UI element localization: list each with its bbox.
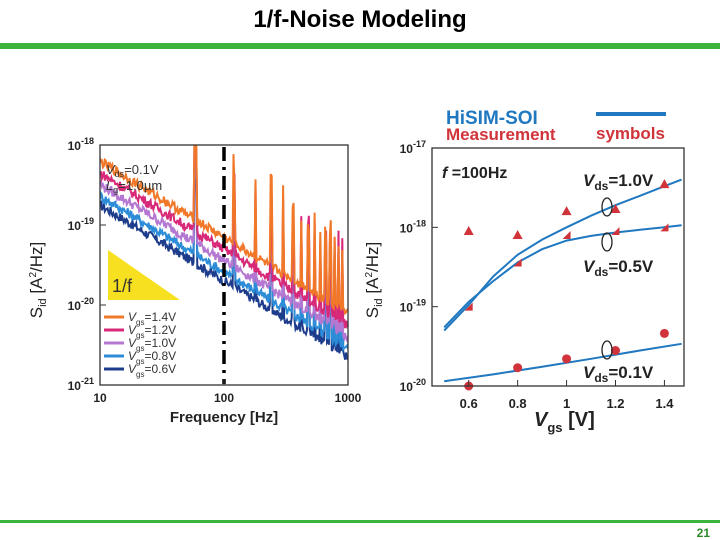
legend-entry-label: Vgs=0.6V (128, 362, 176, 379)
right-y-tick-label: 10-18 (400, 218, 426, 235)
measurement-point (561, 206, 572, 216)
legend-entry-label: Vgs=0.8V (128, 349, 176, 366)
slope-triangle (108, 250, 180, 300)
left-y-tick-label: 10-18 (68, 136, 94, 153)
left-y-tick-label: 10-19 (68, 216, 94, 233)
legend-entry-label: Vgs=1.2V (128, 323, 176, 340)
measurement-point (562, 354, 572, 364)
right-plot-frame (431, 147, 685, 387)
vds-group-label: Vds=0.5V (583, 257, 654, 279)
right-y-tick-label: 10-19 (400, 298, 426, 315)
slide-title: 1/f-Noise Modeling (253, 6, 467, 33)
left-x-tick-label: 1000 (335, 391, 362, 405)
left-y-tick-label: 10-21 (68, 376, 94, 393)
frequency-annotation: f =100Hz (442, 165, 507, 182)
group-indicator-ellipse (601, 232, 613, 252)
measurement-point (513, 258, 522, 267)
right-y-axis-label: Sid [A2/Hz] (363, 242, 385, 319)
title-underline-bar (0, 43, 720, 49)
measurement-point (610, 204, 621, 214)
legend-entry-label: Vgs=1.0V (128, 336, 176, 353)
left-noise-spectrum-chart: 10-18 10-19 10-20 10-21 10 100 1000 Frequency… (27, 136, 362, 426)
left-y-axis-label: Sid [A2/Hz] (27, 242, 49, 319)
measurement-point (464, 302, 473, 311)
left-y-tick-label: 10-20 (68, 296, 94, 313)
right-x-tick-label: 1 (563, 396, 570, 411)
vds-annotation: Vds=0.1V (106, 162, 159, 179)
right-x-tick-label: 0.8 (509, 396, 527, 411)
right-x-tick-label: 1.4 (655, 396, 674, 411)
measurement-point (512, 230, 523, 240)
measurement-point (463, 225, 474, 235)
legend-measurement-label: Measurement (446, 125, 556, 144)
group-indicator-ellipse (601, 340, 613, 360)
model-curve (443, 224, 682, 328)
lg-annotation: Lg=1.0µm (106, 178, 162, 195)
measurement-point (513, 363, 523, 373)
slope-label: 1/f (112, 276, 133, 296)
legend-symbols-label: symbols (596, 124, 665, 143)
footer-bar (0, 520, 720, 523)
left-x-tick-label: 10 (93, 391, 107, 405)
measurement-point (610, 346, 620, 356)
right-vgs-dependence-chart: HiSIM-SOI Measurement symbols 10-17 10-18… (363, 108, 685, 435)
page-number: 21 (696, 526, 710, 540)
vds-group-label: Vds=1.0V (583, 171, 654, 193)
left-x-axis-label: Frequency [Hz] (170, 409, 278, 426)
vds-group-label: Vds=0.1V (583, 363, 654, 385)
right-y-tick-label: 10-17 (400, 139, 426, 156)
measurement-point (660, 223, 669, 232)
right-y-tick-label: 10-20 (400, 377, 426, 394)
chart-canvas: 10-18 10-19 10-20 10-21 10 100 1000 Frequency… (27, 108, 685, 435)
legend-entry-label: Vgs=1.4V (128, 310, 176, 327)
measurement-point (659, 328, 669, 338)
right-x-axis-label: Vgs [V] (534, 409, 595, 435)
left-x-tick-label: 100 (214, 391, 234, 405)
measurement-point (562, 231, 571, 240)
right-x-tick-label: 1.2 (606, 396, 624, 411)
model-curve (443, 178, 682, 332)
right-x-tick-label: 0.6 (460, 396, 478, 411)
group-indicator-ellipse (601, 197, 613, 217)
measurement-point (659, 179, 670, 189)
legend-model-label: HiSIM-SOI (446, 108, 538, 129)
measurement-point (611, 226, 620, 235)
